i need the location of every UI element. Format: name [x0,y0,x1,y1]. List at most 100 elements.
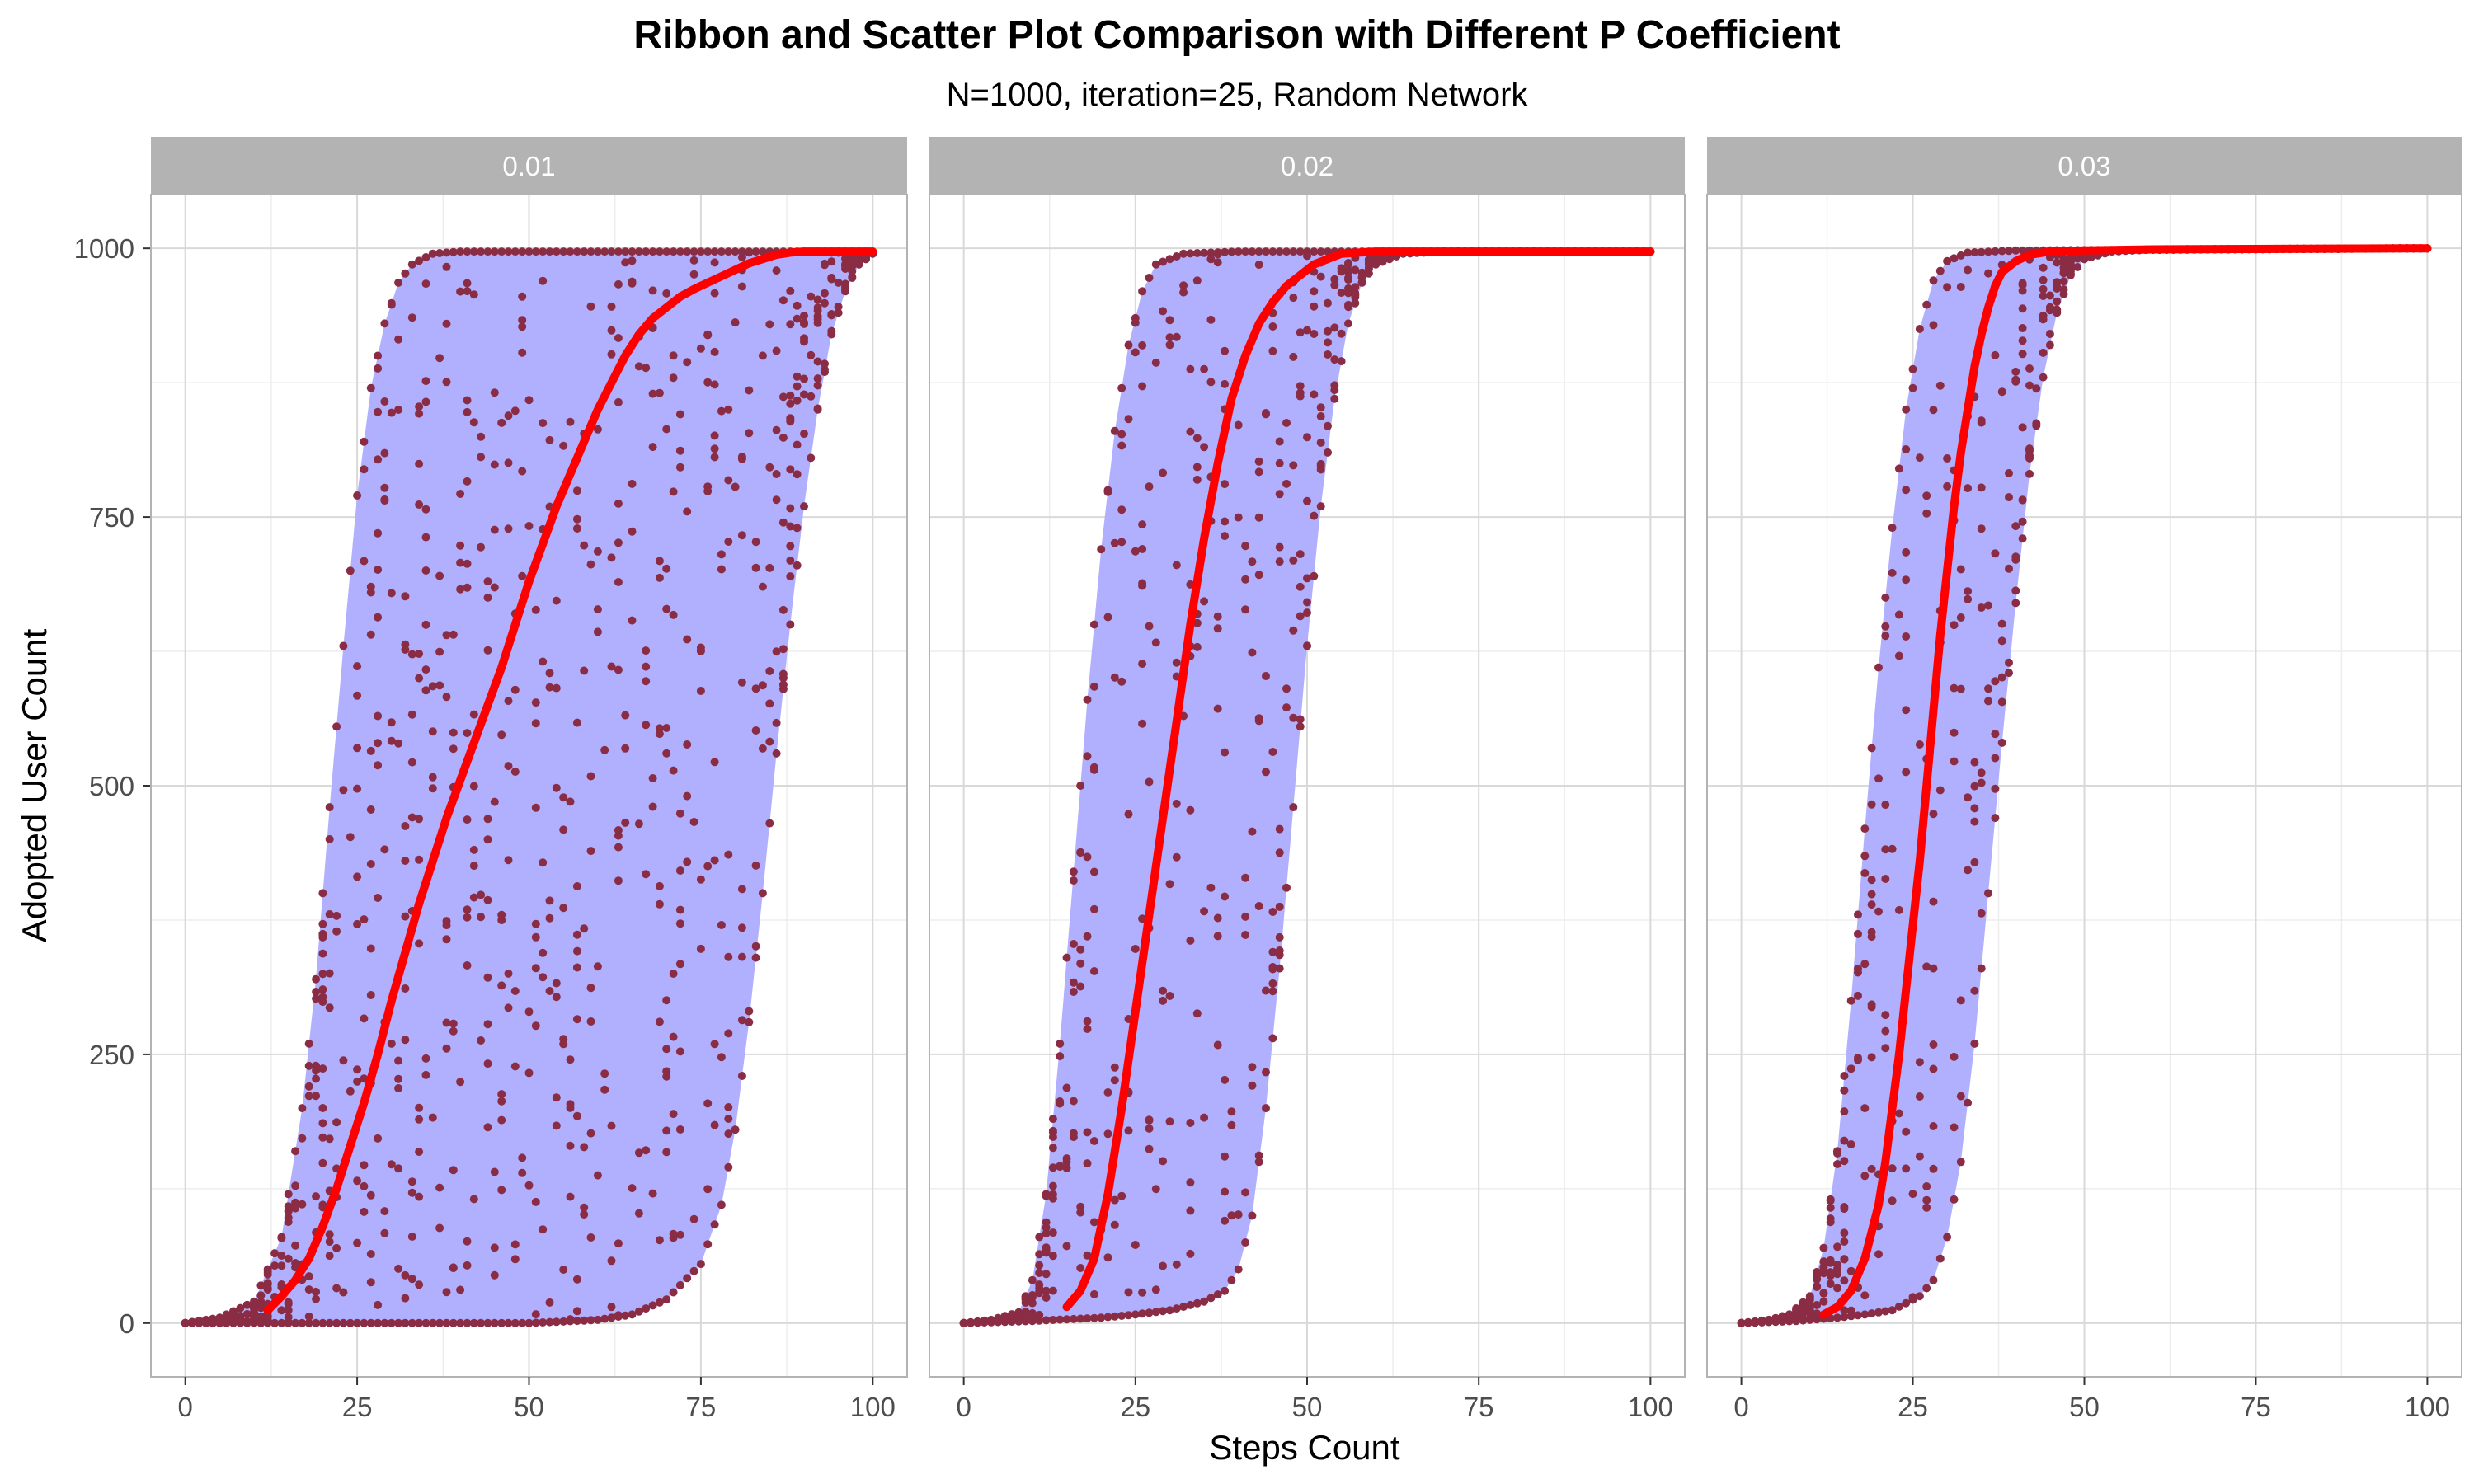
scatter-point [1035,1269,1044,1277]
scatter-point [284,1298,293,1307]
scatter-point [1159,996,1168,1005]
scatter-point [1186,427,1195,436]
scatter-point [1138,660,1147,669]
scatter-point [1213,1040,1222,1050]
scatter-point [737,454,746,463]
scatter-point [1771,1313,1780,1322]
scatter-point [1874,774,1883,783]
scatter-point [394,335,403,344]
scatter-point [628,247,637,256]
scatter-point [1200,1113,1209,1122]
scatter-point [1138,545,1147,553]
scatter-point [1881,1026,1890,1036]
scatter-point [593,962,602,971]
scatter-point [758,582,767,591]
scatter-point [1915,325,1924,333]
scatter-point [2025,381,2034,390]
scatter-point [1200,443,1209,452]
scatter-point [415,939,424,948]
scatter-point [1970,817,1979,826]
scatter-point [1083,1025,1092,1033]
scatter-point [387,1318,396,1327]
scatter-point [731,247,740,256]
scatter-point [1964,594,1973,603]
scatter-point [2053,258,2062,267]
scatter-point [689,256,698,265]
scatter-point [1062,1163,1071,1172]
scatter-point [552,783,561,792]
scatter-point [449,1019,458,1028]
scatter-point [1234,247,1243,256]
scatter-point [1117,538,1126,547]
scatter-point [710,758,719,767]
scatter-point [737,1072,746,1080]
scatter-point [524,1007,534,1017]
scatter-point [786,504,795,513]
scatter-point [469,710,478,719]
scatter-point [339,1056,348,1065]
scatter-point [669,487,678,496]
scatter-point [2018,336,2027,345]
scatter-point [1330,394,1339,403]
scatter-point [1950,757,1959,766]
scatter-point [380,1318,389,1327]
scatter-point [1000,1312,1009,1321]
scatter-point [435,1223,444,1233]
scatter-point [415,1318,424,1327]
scatter-point [1275,490,1284,499]
scatter-point [683,247,692,256]
scatter-point [421,397,430,406]
scatter-point [655,899,664,909]
scatter-point [1296,247,1305,256]
scatter-point [1881,622,1890,631]
scatter-point [531,1021,540,1031]
scatter-point [980,1316,989,1325]
scatter-point [648,1301,657,1310]
scatter-point [304,1312,313,1321]
scatter-point [621,744,630,753]
scatter-point [2011,522,2020,531]
scatter-point [648,1189,657,1198]
scatter-point [1337,289,1346,297]
scatter-point [1991,350,2000,359]
scatter-point [724,1115,733,1123]
scatter-point [2039,348,2048,357]
scatter-point [1028,1298,1037,1308]
scatter-point [456,585,465,594]
scatter-point [2025,453,2034,463]
scatter-point [394,406,403,414]
scatter-point [531,932,540,942]
scatter-point [483,247,492,256]
scatter-point [1234,1265,1243,1274]
scatter-point [1165,255,1174,264]
scatter-point [325,910,334,918]
scatter-point [1846,1312,1856,1321]
scatter-point [1035,1250,1044,1259]
scatter-point [1268,322,1277,331]
facet-strip [1707,137,2462,195]
scatter-point [539,858,548,867]
scatter-point [1103,1253,1112,1262]
scatter-point [731,318,740,327]
scatter-point [1929,1040,1938,1049]
scatter-point [1151,358,1160,367]
scatter-point [1076,945,1085,954]
scatter-point [366,1190,375,1200]
scatter-point [374,1134,383,1143]
scatter-point [483,835,492,844]
scatter-point [1241,575,1250,584]
scatter-point [1186,1300,1195,1309]
scatter-point [751,953,760,962]
scatter-point [1805,1292,1814,1301]
scatter-point [250,1297,258,1306]
scatter-point [1943,454,1952,463]
scatter-point [545,1298,554,1307]
scatter-point [1097,1313,1106,1322]
scatter-point [841,279,849,289]
scatter-point [1221,1286,1230,1295]
scatter-point [793,301,802,310]
scatter-point [263,1279,272,1288]
scatter-point [1083,695,1092,704]
scatter-point [181,1318,190,1327]
